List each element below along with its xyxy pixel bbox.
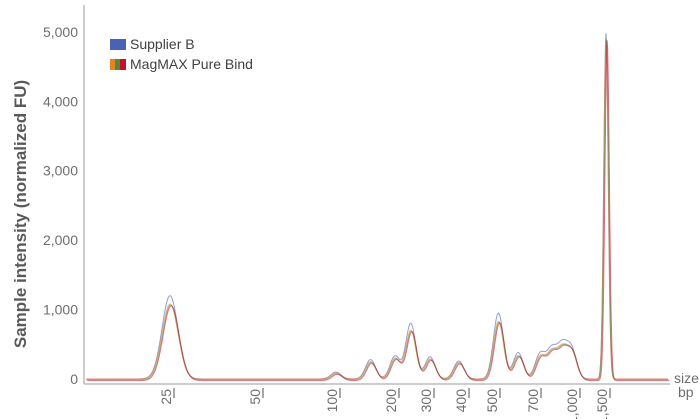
- legend-label-magmax-pure-bind: MagMAX Pure Bind: [130, 56, 253, 72]
- y-tick-label: 4,000: [43, 93, 78, 109]
- x-tick: 700: [525, 388, 542, 413]
- x-ticks: 25 50 100 200 300 400 500 700 1,000 1,500: [158, 388, 611, 419]
- x-tick: 400: [453, 388, 470, 413]
- traces: [86, 33, 670, 382]
- legend-swatch-magmax-2: [115, 59, 121, 70]
- x-tick: 500: [484, 388, 501, 413]
- x-tick-label: 1,500: [594, 389, 610, 419]
- y-tick-label: 0: [70, 371, 78, 387]
- x-tick-label: 50: [247, 389, 263, 405]
- legend-swatch-supplier-b: [110, 39, 126, 50]
- x-tick-label: 700: [525, 389, 541, 413]
- series-magmax-line-3: [87, 40, 670, 382]
- legend-item-supplier-b: Supplier B: [110, 36, 195, 52]
- x-tick-label: 200: [383, 389, 399, 413]
- x-tick: 1,000: [564, 388, 581, 419]
- y-tick-label: 5,000: [43, 24, 78, 40]
- legend-item-magmax-pure-bind: MagMAX Pure Bind: [110, 56, 253, 72]
- x-tick: 100: [324, 388, 341, 413]
- y-tick-label: 2,000: [43, 232, 78, 248]
- x-tick-label: 400: [453, 389, 469, 413]
- x-axis-label-bp: bp: [678, 384, 694, 400]
- x-tick-label: 300: [418, 389, 434, 413]
- legend-label-supplier-b: Supplier B: [130, 36, 195, 52]
- y-axis-label: Sample intensity (normalized FU): [11, 80, 30, 348]
- x-tick-label: 500: [484, 389, 500, 413]
- x-tick-label: 1,000: [564, 389, 580, 419]
- x-tick: 200: [383, 388, 400, 413]
- x-tick: 300: [418, 388, 435, 413]
- x-tick-label: 25: [158, 389, 174, 405]
- y-tick-label: 1,000: [43, 302, 78, 318]
- y-tick-label: 3,000: [43, 163, 78, 179]
- axes: [83, 5, 670, 385]
- series-magmax-line-1: [86, 38, 668, 380]
- legend-swatch-magmax-3: [120, 59, 126, 70]
- series-magmax-line-2: [86, 39, 669, 381]
- x-tick: 50: [247, 388, 264, 405]
- x-tick-label: 100: [324, 389, 340, 413]
- x-axis-label-size: size: [674, 370, 699, 386]
- x-tick: 1,500: [594, 388, 611, 419]
- series-supplier-b-line: [86, 33, 668, 380]
- legend: Supplier B MagMAX Pure Bind: [110, 36, 253, 72]
- legend-swatch-magmax-1: [110, 59, 116, 70]
- y-ticks: 0 1,000 2,000 3,000 4,000 5,000: [43, 24, 78, 387]
- x-tick: 25: [158, 388, 175, 405]
